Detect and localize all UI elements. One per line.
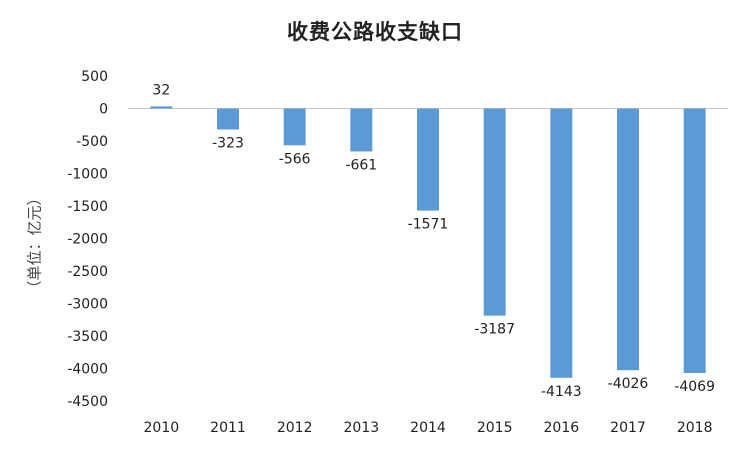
x-tick-label-2018: 2018 — [677, 420, 713, 436]
x-tick-label-2016: 2016 — [544, 420, 580, 436]
data-label-2018: -4069 — [674, 379, 715, 395]
bar-2017 — [617, 108, 639, 371]
bar-2016 — [550, 108, 573, 378]
axis-layer: 500 0 -500 -1000 -1500 -2000 -2500 -3000 -3500 -4… — [67, 69, 728, 436]
bar-2012 — [283, 108, 306, 146]
y-tick-label: -3500 — [67, 329, 108, 345]
y-tick-label: -2500 — [67, 264, 108, 280]
y-tick-label: -500 — [76, 134, 108, 150]
bar-2011 — [217, 108, 239, 130]
y-tick-label: -3000 — [67, 297, 108, 313]
x-tick-label-2011: 2011 — [210, 420, 246, 436]
labels-layer: 32 -323 -566 -661 -1571 -3187 -4143 -4026 -4069 — [152, 82, 715, 399]
data-label-2016: -4143 — [541, 384, 582, 400]
data-label-2017: -4026 — [608, 376, 649, 392]
bar-2013 — [350, 108, 373, 152]
x-tick-label-2014: 2014 — [410, 420, 446, 436]
y-tick-label: 500 — [81, 69, 108, 85]
bar-2018 — [683, 108, 706, 373]
data-label-2015: -3187 — [474, 322, 515, 338]
bar-2014 — [417, 108, 439, 211]
chart-title: 收费公路收支缺口 — [287, 20, 463, 44]
data-label-2013: -661 — [345, 157, 377, 173]
y-tick-label: -2000 — [67, 232, 108, 248]
data-label-2012: -566 — [279, 151, 311, 167]
bars-layer — [150, 106, 706, 378]
x-tick-label-2013: 2013 — [344, 420, 380, 436]
y-tick-label: 0 — [99, 102, 108, 118]
y-tick-label: -4000 — [67, 362, 108, 378]
x-tick-label-2017: 2017 — [610, 420, 646, 436]
data-label-2010: 32 — [152, 82, 170, 98]
y-tick-label: -4500 — [67, 394, 108, 410]
data-label-2011: -323 — [212, 135, 244, 151]
bar-2015 — [483, 108, 506, 316]
y-tick-label: -1000 — [67, 167, 108, 183]
y-tick-label: -1500 — [67, 199, 108, 215]
x-tick-label-2012: 2012 — [277, 420, 313, 436]
data-label-2014: -1571 — [408, 217, 449, 233]
bar-2010 — [150, 106, 173, 109]
x-tick-label-2010: 2010 — [144, 420, 180, 436]
x-tick-label-2015: 2015 — [477, 420, 513, 436]
